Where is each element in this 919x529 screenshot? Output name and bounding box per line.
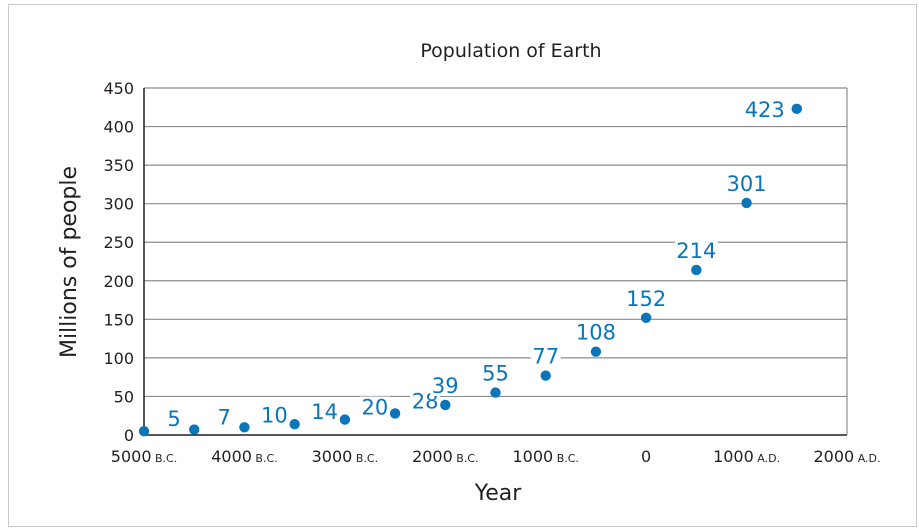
data-label: 10 xyxy=(261,403,288,427)
y-axis-ticks: 0 50 100 150 200 250 300 350 400 450 xyxy=(103,79,134,445)
data-label: 108 xyxy=(576,321,616,345)
y-tick-label: 250 xyxy=(103,233,134,252)
data-label: 301 xyxy=(727,172,767,196)
data-label: 20 xyxy=(361,396,388,420)
y-tick-label: 100 xyxy=(103,349,134,368)
data-points xyxy=(138,103,802,437)
x-tick-label: 4000 B.C. xyxy=(211,447,277,466)
data-label-bg xyxy=(574,321,618,343)
x-tick-label: 2000 A.D. xyxy=(813,447,880,466)
data-label: 214 xyxy=(676,239,716,263)
data-label: 7 xyxy=(218,406,231,430)
data-point xyxy=(691,264,702,276)
grid-lines xyxy=(143,87,848,436)
data-label-bg xyxy=(725,172,769,194)
data-label-bg xyxy=(309,401,340,423)
data-label-bg xyxy=(530,345,561,367)
x-tick-label: 5000 B.C. xyxy=(111,447,177,466)
data-point xyxy=(289,419,300,430)
chart-title: Population of Earth xyxy=(420,40,601,62)
data-label: 14 xyxy=(311,400,338,424)
data-label-bg xyxy=(430,374,461,396)
y-tick-label: 150 xyxy=(103,310,134,329)
data-label-bg xyxy=(741,98,785,120)
data-label-bg xyxy=(624,287,668,309)
data-point xyxy=(138,425,150,437)
data-point xyxy=(490,387,501,398)
y-tick-label: 450 xyxy=(103,79,134,98)
data-label-bg xyxy=(674,239,718,261)
data-label-bg xyxy=(165,408,183,430)
y-tick-label: 200 xyxy=(103,272,134,291)
data-label-bg xyxy=(215,406,233,428)
data-label: 5 xyxy=(167,407,180,431)
data-label: 77 xyxy=(532,345,559,369)
x-tick-label: 0 xyxy=(641,447,651,466)
data-label-bg xyxy=(259,404,290,426)
y-tick-label: 400 xyxy=(103,118,134,137)
data-label: 423 xyxy=(745,98,785,122)
x-tick-label: 1000 A.D. xyxy=(713,447,780,466)
y-tick-label: 50 xyxy=(114,387,134,406)
data-label-bg xyxy=(359,396,390,418)
data-point xyxy=(339,414,351,425)
data-label: 152 xyxy=(626,287,666,311)
y-axis-title: Millions of people xyxy=(57,166,82,358)
data-label: 39 xyxy=(432,374,459,398)
y-tick-label: 350 xyxy=(103,156,134,175)
x-axis-ticks: 5000 B.C. 4000 B.C. 3000 B.C. 2000 B.C. 1000… xyxy=(111,447,881,466)
data-label: 55 xyxy=(482,362,509,386)
x-axis-title: Year xyxy=(474,481,523,506)
y-tick-label: 0 xyxy=(124,426,134,445)
x-tick-label: 3000 B.C. xyxy=(312,447,378,466)
data-point xyxy=(189,424,200,435)
data-label-bg xyxy=(480,362,511,384)
data-point xyxy=(590,346,602,357)
x-tick-label: 1000 B.C. xyxy=(512,447,578,466)
data-point xyxy=(239,422,250,433)
x-tick-label: 2000 B.C. xyxy=(412,447,478,466)
data-point xyxy=(540,370,551,381)
data-point xyxy=(440,399,451,411)
chart-frame xyxy=(8,4,917,527)
data-point xyxy=(741,197,752,209)
data-point xyxy=(791,103,802,115)
data-point xyxy=(389,408,401,419)
data-point xyxy=(640,312,652,323)
y-tick-label: 300 xyxy=(103,195,134,214)
